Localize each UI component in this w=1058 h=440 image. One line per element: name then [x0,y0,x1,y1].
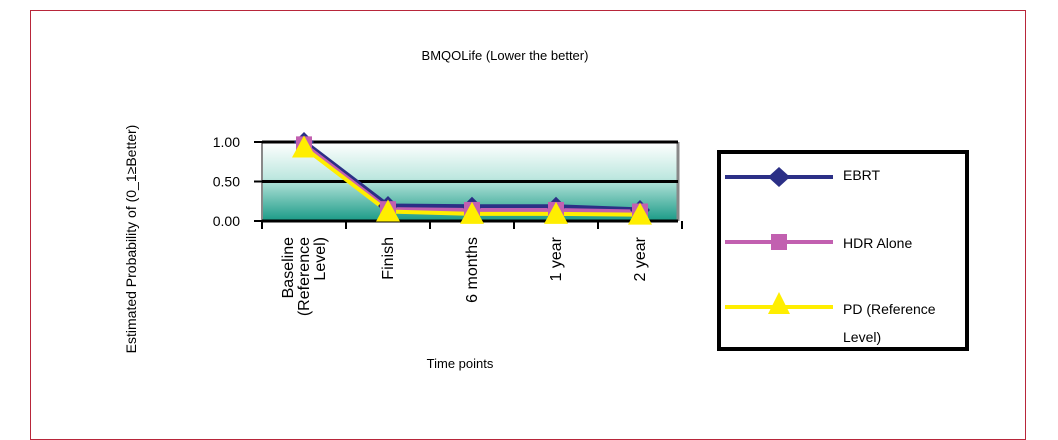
x-tick-label: Finish [380,237,397,280]
pd-point [460,201,484,224]
legend-label-hdr-alone: HDR Alone [843,235,913,251]
legend-marker-ebrt [725,167,833,187]
plot-area: 1.00 0.50 0.00 Baseline (Reference Level) Fini… [213,132,683,316]
x-tick-label: (Reference [296,237,313,316]
legend-item-pd: PD (Reference Level) [721,282,965,350]
pd-point [292,135,316,158]
x-axis-label: Time points [427,356,494,371]
legend-item-hdr-alone: HDR Alone [721,226,965,266]
y-tick-label: 0.50 [213,174,240,190]
legend-label-pd-line2: Level) [843,329,882,345]
y-axis-label: Estimated Probability of (0_1≥Better) [123,125,139,354]
y-tick-label: 1.00 [213,134,240,150]
pd-point [544,201,568,224]
x-tick-label: 2 year [632,236,649,281]
x-tick-label: Baseline [280,237,297,298]
legend-marker-hdr-alone [725,234,833,250]
pd-point [376,199,400,222]
y-tick-label: 0.00 [213,213,240,229]
legend-label-ebrt: EBRT [843,167,881,183]
line-chart: BMQOLife (Lower the better) Estimated Pr… [123,48,683,371]
x-tick-label: Level) [312,237,329,281]
legend: EBRT HDR Alone PD (Reference Level) [717,150,969,351]
legend-marker-pd [725,292,833,314]
x-tick-label: 6 months [464,237,481,303]
pd-point [628,202,652,225]
chart-title: BMQOLife (Lower the better) [422,48,589,63]
x-tick-label: 1 year [548,236,565,281]
legend-item-ebrt: EBRT [721,158,965,198]
legend-label-pd-line1: PD (Reference [843,301,936,317]
